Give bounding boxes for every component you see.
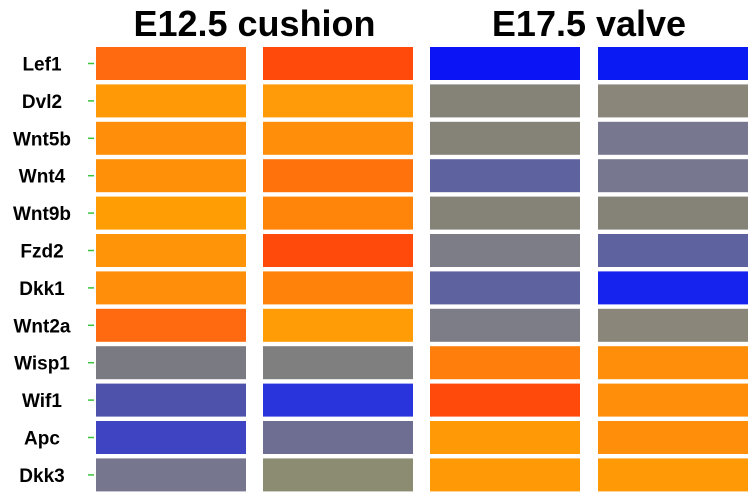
group-title-e17-5-valve: E17.5 valve [492,3,686,44]
heatmap-cell-dkk3-2 [430,458,580,492]
heatmap-cell-wnt2a-0 [96,308,246,342]
row-label-lef1: Lef1 [22,55,62,76]
heatmap-cells [96,47,748,492]
row-label-wnt9b: Wnt9b [13,204,71,225]
heatmap-cell-wif1-3 [598,383,748,417]
heatmap-cell-wnt5b-2 [430,121,580,155]
heatmap-cell-wnt9b-1 [263,196,413,230]
heatmap-cell-wisp1-2 [430,346,580,380]
heatmap-cell-wisp1-0 [96,346,246,380]
heatmap-cell-wif1-2 [430,383,580,417]
row-label-wnt5b: Wnt5b [13,129,71,150]
heatmap-cell-wnt2a-3 [598,308,748,342]
row-ticks [88,62,94,476]
heatmap-cell-lef1-1 [263,47,413,80]
row-label-wisp1: Wisp1 [14,354,70,375]
row-label-wif1: Wif1 [22,391,62,412]
heatmap-cell-wisp1-1 [263,346,413,380]
row-label-dvl2: Dvl2 [22,92,62,113]
heatmap-cell-dkk3-3 [598,458,748,492]
heatmap-cell-apc-0 [96,421,246,454]
heatmap-cell-wisp1-3 [598,346,748,380]
heatmap-cell-apc-3 [598,421,748,454]
heatmap-cell-dkk3-0 [96,458,246,492]
heatmap-cell-wnt5b-1 [263,121,413,155]
heatmap-cell-lef1-0 [96,47,246,80]
row-label-wnt2a: Wnt2a [14,316,71,337]
heatmap-cell-wnt2a-1 [263,308,413,342]
heatmap-cell-fzd2-3 [598,234,748,267]
row-label-dkk3: Dkk3 [19,466,64,487]
heatmap-cell-dvl2-0 [96,84,246,118]
heatmap-cell-apc-2 [430,421,580,454]
heatmap-cell-wnt9b-3 [598,196,748,230]
heatmap-cell-wif1-0 [96,383,246,417]
heatmap-cell-apc-1 [263,421,413,454]
row-label-apc: Apc [24,429,60,450]
heatmap-cell-lef1-3 [598,47,748,80]
heatmap-cell-dkk1-2 [430,271,580,305]
heatmap-cell-fzd2-2 [430,234,580,267]
heatmap-cell-wnt2a-2 [430,308,580,342]
heatmap-cell-dkk1-0 [96,271,246,305]
heatmap-cell-wnt4-1 [263,159,413,193]
heatmap-cell-wif1-1 [263,383,413,417]
row-label-wnt4: Wnt4 [19,167,66,188]
heatmap-cell-dvl2-2 [430,84,580,118]
heatmap-cell-dvl2-1 [263,84,413,118]
heatmap-cell-wnt4-2 [430,159,580,193]
group-titles: E12.5 cushion E17.5 valve [133,3,686,44]
heatmap-cell-dkk1-3 [598,271,748,305]
heatmap-cell-fzd2-1 [263,234,413,267]
heatmap-cell-dkk1-1 [263,271,413,305]
heatmap-cell-wnt5b-0 [96,121,246,155]
heatmap-cell-dkk3-1 [263,458,413,492]
heatmap-cell-wnt4-0 [96,159,246,193]
heatmap-cell-wnt5b-3 [598,121,748,155]
heatmap-cell-lef1-2 [430,47,580,80]
group-title-e12-5-cushion: E12.5 cushion [133,3,375,44]
heatmap-cell-fzd2-0 [96,234,246,267]
heatmap-cell-wnt4-3 [598,159,748,193]
row-label-dkk1: Dkk1 [19,279,65,300]
heatmap-cell-wnt9b-0 [96,196,246,230]
row-label-fzd2: Fzd2 [20,242,63,263]
heatmap-cell-dvl2-3 [598,84,748,118]
heatmap-cell-wnt9b-2 [430,196,580,230]
row-labels: Lef1 Dvl2 Wnt5b Wnt4 Wnt9b Fzd2 Dkk1 Wnt2a Wisp1… [13,55,71,487]
